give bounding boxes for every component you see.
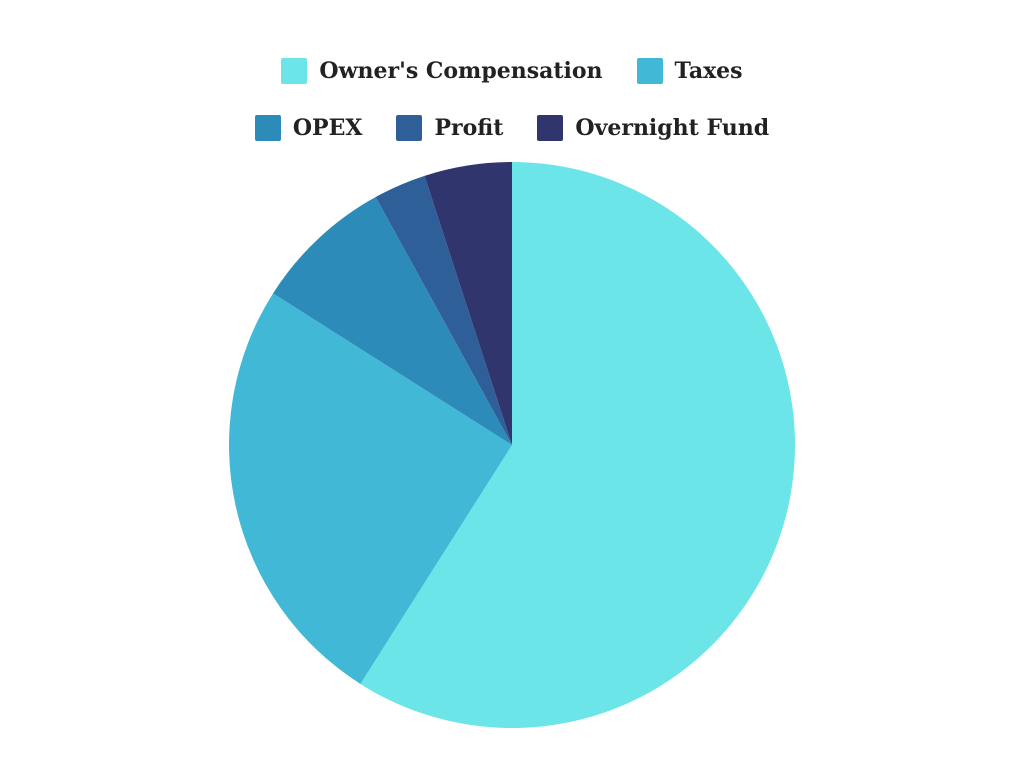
legend-row-1: Owner's Compensation Taxes: [0, 58, 1024, 84]
pie-slice-profit[interactable]: [375, 175, 512, 445]
legend-row-2: OPEX Profit Overnight Fund: [0, 115, 1024, 141]
pie-slice-overnight-fund[interactable]: [424, 162, 512, 445]
legend-label-taxes: Taxes: [674, 58, 743, 84]
legend-swatch-owners-compensation: [281, 58, 308, 84]
legend-item-profit[interactable]: Profit: [396, 115, 503, 141]
legend-swatch-taxes: [636, 58, 663, 84]
legend-label-owners-compensation: Owner's Compensation: [319, 58, 603, 84]
pie-slice-taxes[interactable]: [228, 293, 512, 684]
legend-label-overnight-fund: Overnight Fund: [575, 115, 770, 141]
pie-slice-owner-s-compensation[interactable]: [360, 162, 795, 728]
legend-item-taxes[interactable]: Taxes: [636, 58, 743, 84]
pie-slice-opex[interactable]: [273, 197, 512, 445]
legend-item-opex[interactable]: OPEX: [254, 115, 363, 141]
legend-item-owners-compensation[interactable]: Owner's Compensation: [281, 58, 603, 84]
legend-label-opex: OPEX: [292, 115, 363, 141]
legend-swatch-opex: [254, 115, 281, 141]
legend-label-profit: Profit: [434, 115, 504, 141]
legend-swatch-profit: [396, 115, 423, 141]
legend-swatch-overnight-fund: [537, 115, 564, 141]
legend-item-overnight-fund[interactable]: Overnight Fund: [537, 115, 769, 141]
